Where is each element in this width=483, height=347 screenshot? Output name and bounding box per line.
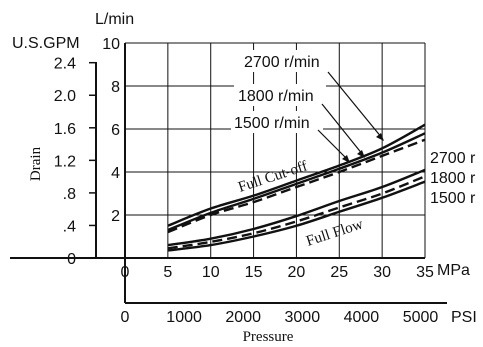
x-tick-mpa-5: 25 bbox=[330, 264, 348, 281]
x-tick-mpa-3: 15 bbox=[245, 264, 263, 281]
x-tick-mpa-0: 0 bbox=[121, 264, 130, 281]
right-label-1800: 1800 r bbox=[430, 170, 476, 187]
y-tick-lmin-3: 8 bbox=[111, 79, 120, 96]
y-tick-lmin-0: 2 bbox=[111, 208, 120, 225]
psi-unit-label: PSI bbox=[451, 309, 477, 326]
gpm-unit-label: U.S.GPM bbox=[12, 35, 80, 52]
x-tick-mpa-2: 10 bbox=[202, 264, 220, 281]
right-label-1500: 1500 r bbox=[430, 190, 476, 207]
arrowhead-1500 bbox=[342, 155, 350, 163]
y-tick-lmin-4: 10 bbox=[102, 36, 120, 53]
x-tick-psi-2: 2000 bbox=[225, 309, 261, 326]
y-tick-gpm-3: 1.2 bbox=[54, 153, 76, 170]
x-tick-mpa-7: 35 bbox=[416, 264, 434, 281]
curve-full-cut-off-2700 bbox=[167, 123, 426, 227]
x-tick-psi-3: 3000 bbox=[285, 309, 321, 326]
speed-label-box-2700 bbox=[240, 50, 332, 72]
y-tick-lmin-1: 4 bbox=[111, 165, 120, 182]
flow-unit-label: L/min bbox=[95, 11, 134, 28]
leader-1800 bbox=[321, 103, 364, 156]
speed-label-box-1800 bbox=[234, 84, 326, 106]
y-tick-gpm-0: 2.4 bbox=[54, 56, 76, 73]
x-tick-psi-0: 0 bbox=[121, 309, 130, 326]
y-tick-gpm-1: 2.0 bbox=[54, 88, 76, 105]
curve-full-flow-2700 bbox=[167, 168, 426, 247]
callout-leaders bbox=[317, 71, 383, 161]
x-tick-mpa-6: 30 bbox=[373, 264, 391, 281]
speed-label-2700: 2700 r/min bbox=[244, 54, 320, 71]
curve-layer bbox=[167, 123, 426, 252]
y-axis-title: Drain bbox=[28, 146, 44, 181]
leader-arrowheads bbox=[342, 133, 384, 163]
y-tick-gpm-5: .4 bbox=[63, 218, 76, 235]
x-tick-mpa-1: 5 bbox=[163, 264, 172, 281]
right-label-2700: 2700 r bbox=[430, 150, 476, 167]
x-axis-title: Pressure bbox=[243, 329, 294, 345]
x-tick-psi-5: 5000 bbox=[403, 309, 439, 326]
mpa-unit-label: MPa bbox=[437, 262, 470, 279]
curve-full-cut-off-1800 bbox=[167, 132, 426, 232]
x-tick-psi-1: 1000 bbox=[166, 309, 202, 326]
y-tick-gpm-6: 0 bbox=[67, 251, 76, 268]
speed-label-1500: 1500 r/min bbox=[234, 115, 310, 132]
speed-label-box-1500 bbox=[231, 111, 323, 133]
y-tick-gpm-4: .8 bbox=[63, 186, 76, 203]
leader-2700 bbox=[327, 71, 383, 139]
leader-1500 bbox=[317, 129, 349, 161]
axis-layer: 0 5 10 15 20 25 30 35 0 1000 2000 3000 4000 5000 2 4 6 8 1… bbox=[10, 36, 447, 326]
curve-full-cut-off-1500 bbox=[167, 138, 426, 234]
curve-full-flow-1500 bbox=[167, 180, 426, 252]
speed-label-1800: 1800 r/min bbox=[238, 88, 314, 105]
y-tick-lmin-2: 6 bbox=[111, 122, 120, 139]
arrowhead-2700 bbox=[376, 133, 384, 141]
x-tick-psi-4: 4000 bbox=[344, 309, 380, 326]
x-tick-mpa-4: 20 bbox=[288, 264, 306, 281]
arrowhead-1800 bbox=[357, 150, 365, 158]
y-tick-gpm-2: 1.6 bbox=[54, 121, 76, 138]
